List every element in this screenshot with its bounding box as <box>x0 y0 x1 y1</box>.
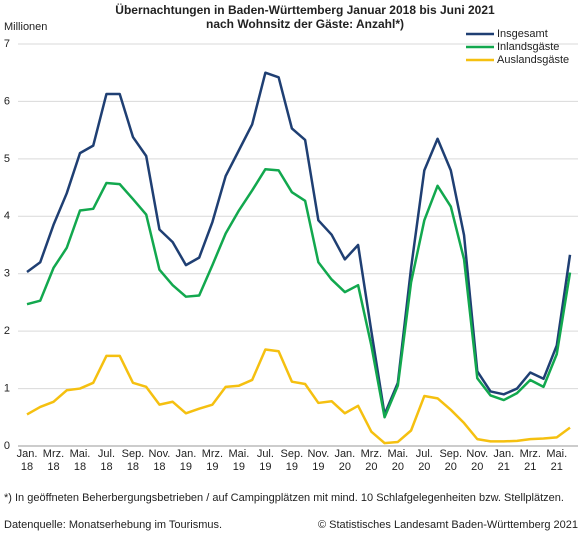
x-tick-label: Jul. 18 <box>97 448 116 473</box>
legend-label: Insgesamt <box>497 28 548 40</box>
x-tick-label: Mrz. 18 <box>42 448 65 473</box>
x-tick-label: Jan. 18 <box>16 448 38 473</box>
x-tick-label: Mai. 21 <box>546 448 568 473</box>
y-tick-label: 1 <box>4 382 10 394</box>
legend-label: Inlandsgäste <box>497 41 559 53</box>
x-tick-label: Mrz. 19 <box>201 448 224 473</box>
y-tick-label: 2 <box>4 325 10 337</box>
x-tick-label: Nov. 18 <box>148 448 171 473</box>
y-tick-label: 5 <box>4 153 10 165</box>
line-series <box>26 167 572 419</box>
line-series <box>26 71 572 416</box>
x-tick-label: Sep. 19 <box>280 448 304 473</box>
x-tick-label: Mai. 19 <box>228 448 250 473</box>
y-axis-label: Millionen <box>4 21 47 33</box>
x-tick-label: Jan. 20 <box>334 448 356 473</box>
legend-label: Auslandsgäste <box>497 54 569 66</box>
y-tick-label: 3 <box>4 268 10 280</box>
x-tick-label: Mrz. 21 <box>519 448 541 473</box>
y-tick-label: 6 <box>4 95 10 107</box>
x-tick-label: Jan. 21 <box>493 448 515 473</box>
x-tick-label: Jul. 20 <box>415 448 433 473</box>
y-tick-label: 0 <box>4 440 10 452</box>
x-tick-label: Mrz. 20 <box>360 448 383 473</box>
line-series <box>26 348 571 445</box>
chart-title: Übernachtungen in Baden-Württemberg Janu… <box>115 2 495 17</box>
x-tick-label: Nov. 19 <box>307 448 330 473</box>
footnote: *) In geöffneten Beherbergungsbetrieben … <box>4 492 564 504</box>
x-tick-label: Mai. 20 <box>387 448 409 473</box>
chart-subtitle: nach Wohnsitz der Gäste: Anzahl*) <box>206 17 404 31</box>
copyright: © Statistisches Landesamt Baden-Württemb… <box>317 519 578 531</box>
source: Datenquelle: Monatserhebung im Tourismus… <box>4 519 223 531</box>
x-tick-label: Sep. 20 <box>439 448 463 473</box>
x-tick-label: Jan. 19 <box>175 448 197 473</box>
x-tick-label: Sep. 18 <box>121 448 145 473</box>
x-tick-label: Mai. 18 <box>69 448 91 473</box>
x-tick-label: Jul. 19 <box>256 448 274 473</box>
x-tick-label: Nov. 20 <box>466 448 489 473</box>
y-tick-label: 4 <box>4 210 10 222</box>
y-tick-label: 7 <box>4 38 10 50</box>
